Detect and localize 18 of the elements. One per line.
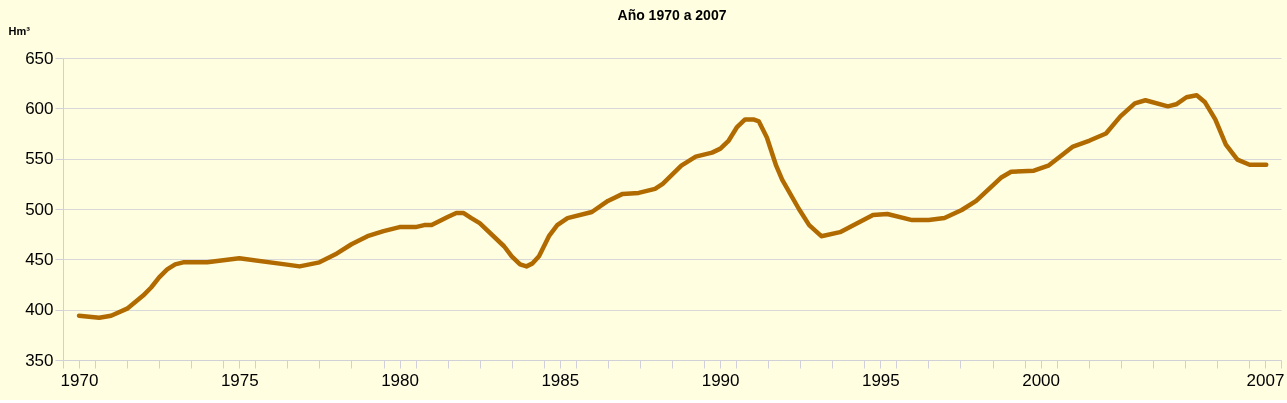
x-tick-label: 2007 xyxy=(1246,370,1285,390)
x-tick-label: 1980 xyxy=(381,370,419,390)
y-tick-label: 500 xyxy=(25,199,54,219)
x-tick-label: 1985 xyxy=(541,370,580,390)
line-series xyxy=(76,93,1269,320)
x-tick-label: 1995 xyxy=(861,370,900,390)
y-tick-label: 550 xyxy=(25,149,54,169)
x-tick-label: 2000 xyxy=(1022,370,1061,390)
y-tick-label: 350 xyxy=(25,350,54,370)
x-tick-label: 1975 xyxy=(220,370,259,390)
x-tick-label: 1990 xyxy=(701,370,740,390)
y-axis-title: Hm³ xyxy=(8,24,31,37)
y-tick-label: 600 xyxy=(25,98,54,118)
y-tick-label: 650 xyxy=(25,48,54,68)
y-tick-label: 400 xyxy=(25,300,54,320)
x-tick-label: 1970 xyxy=(60,370,99,390)
chart-title: Año 1970 a 2007 xyxy=(617,7,727,23)
y-tick-label: 450 xyxy=(25,249,54,269)
